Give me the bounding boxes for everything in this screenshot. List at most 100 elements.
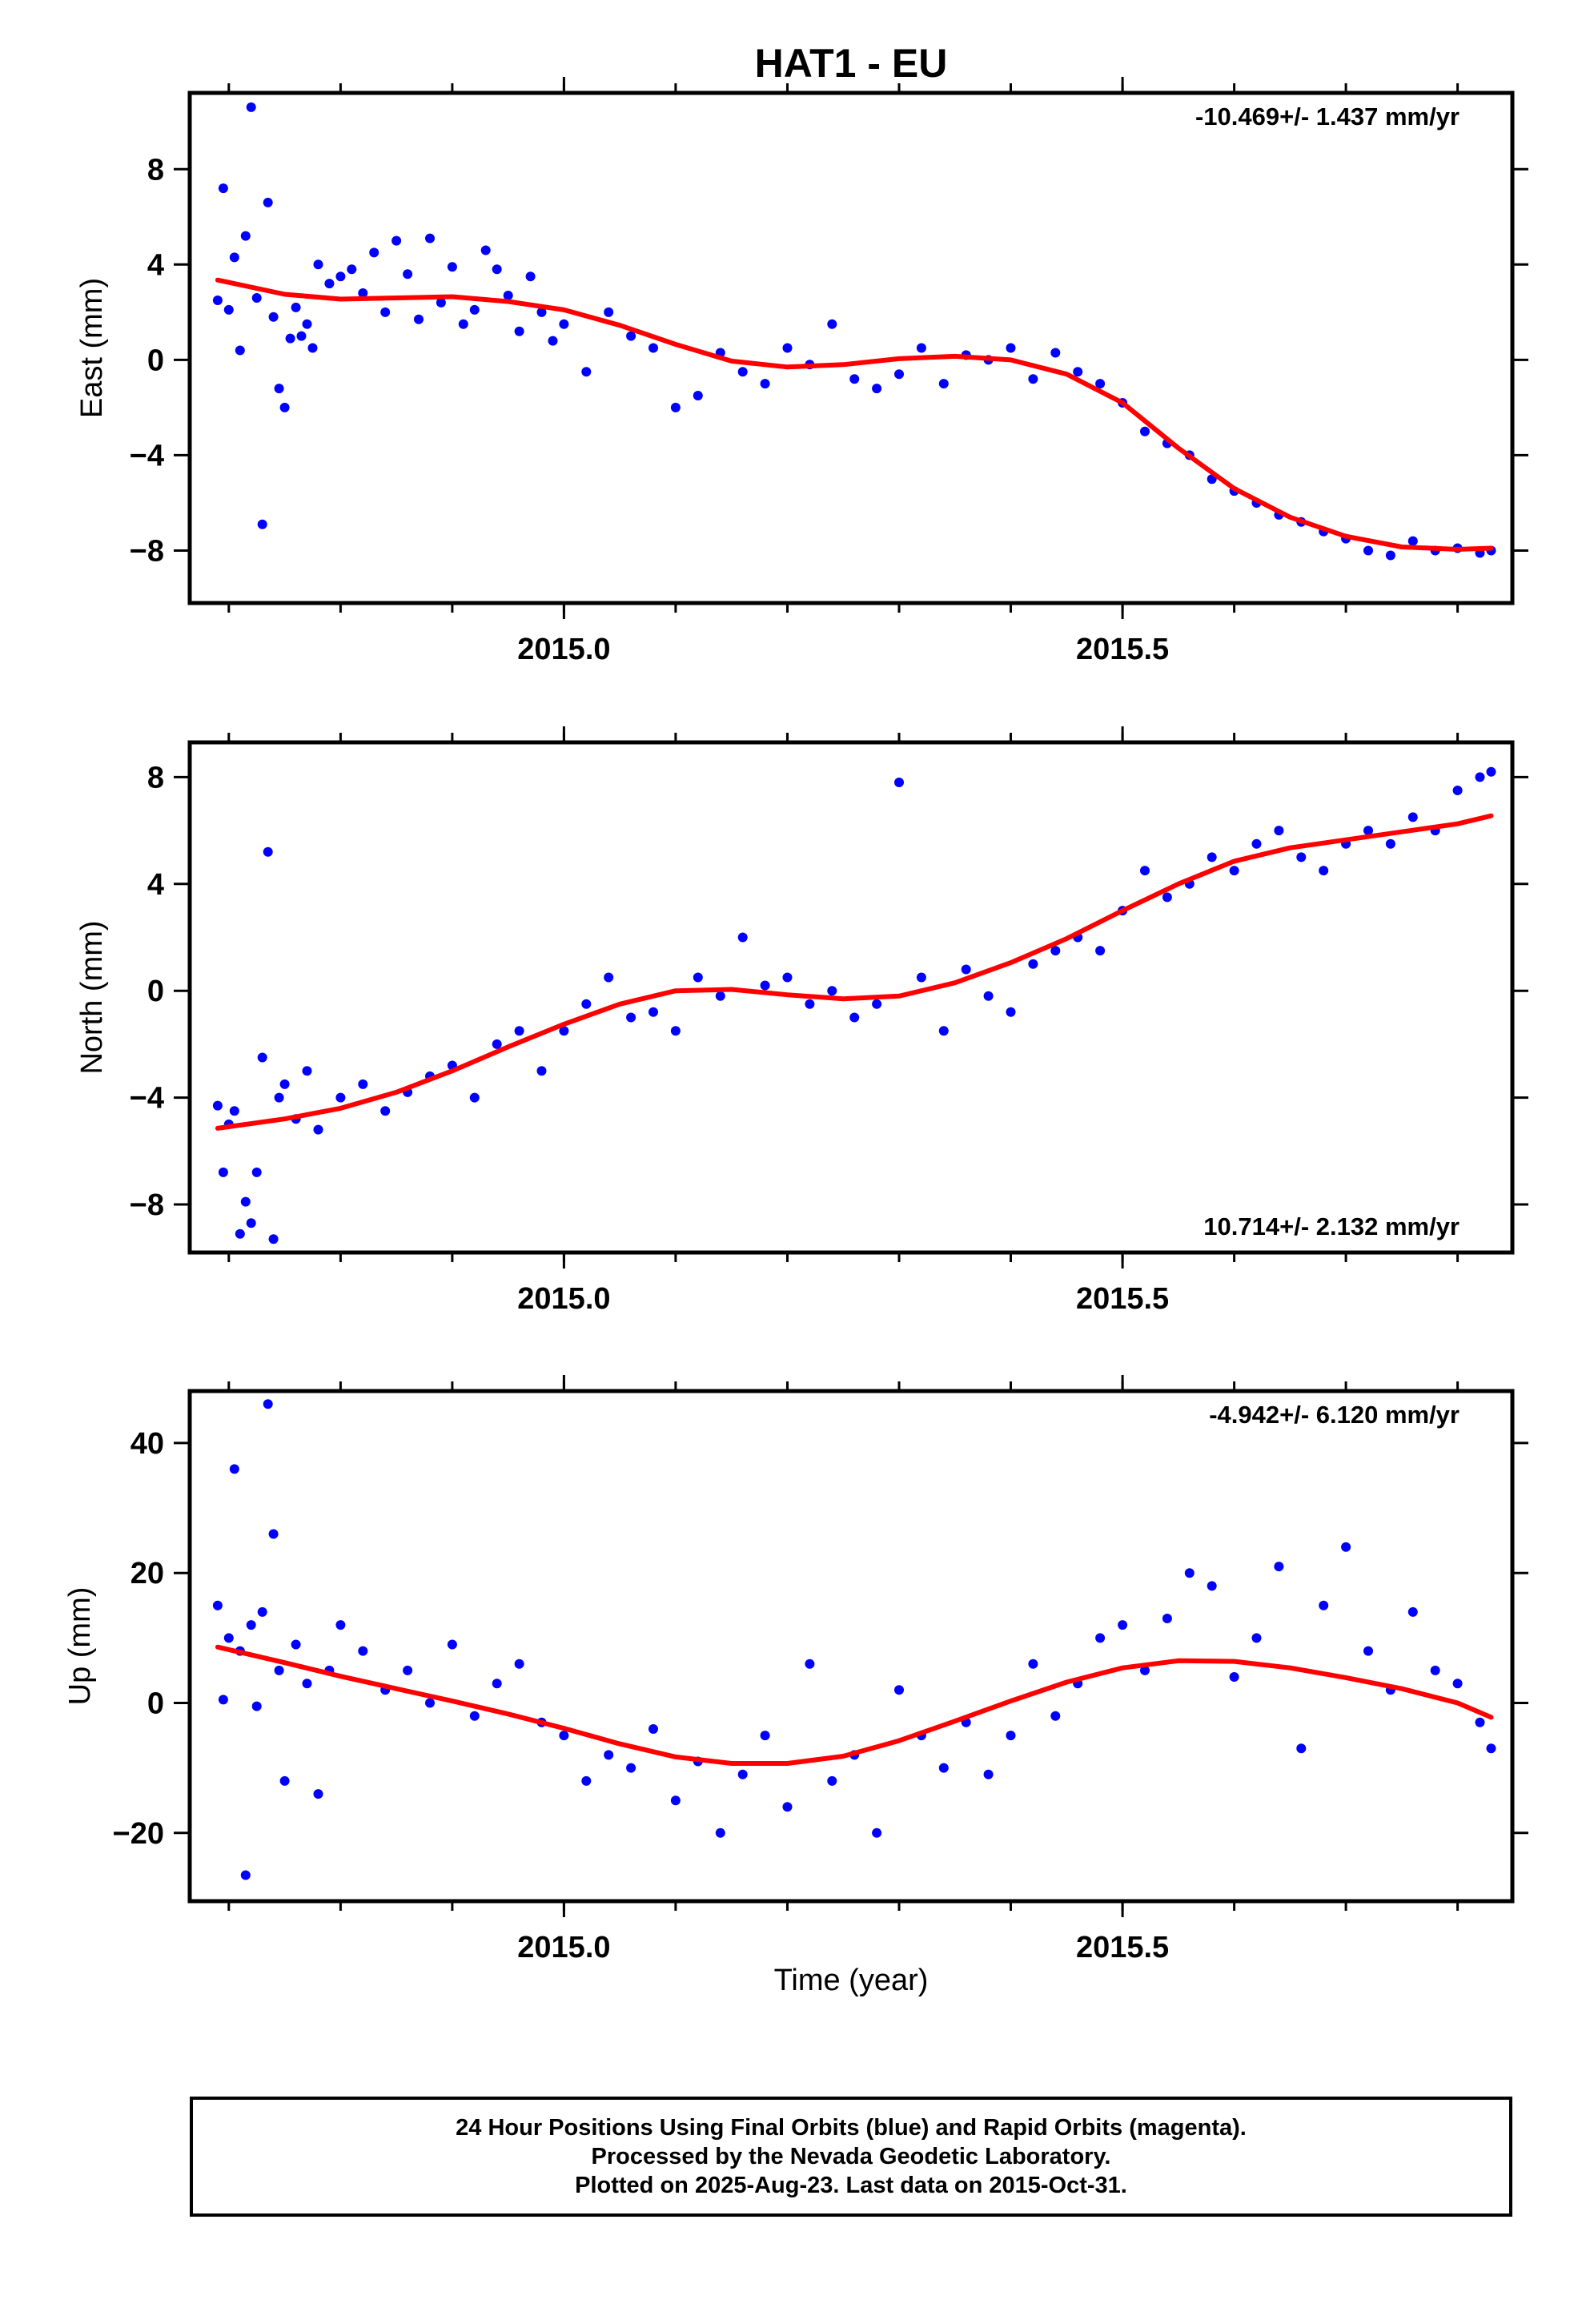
data-point	[447, 1639, 457, 1650]
data-point	[872, 1827, 882, 1838]
y-tick-label: −20	[113, 1817, 164, 1851]
data-point	[525, 271, 536, 282]
data-point	[1073, 367, 1083, 377]
x-axis-label: Time (year)	[774, 1964, 929, 1997]
data-point	[335, 1620, 346, 1630]
data-point	[1319, 866, 1329, 876]
data-point	[737, 367, 748, 377]
data-point	[296, 331, 307, 341]
data-point	[760, 1731, 770, 1741]
data-point	[246, 1218, 256, 1228]
plot-frame	[187, 740, 1515, 1255]
data-point	[514, 326, 524, 336]
data-point	[235, 1228, 245, 1239]
fit-curve	[215, 1644, 1494, 1766]
data-point	[223, 304, 234, 315]
data-point	[263, 197, 273, 207]
data-point	[358, 1079, 368, 1089]
data-point	[581, 367, 592, 377]
data-point	[1028, 374, 1038, 384]
data-point	[425, 1698, 435, 1708]
east-panel: 2015.0 2015.5 −8 −4 0 4 8 East (mm) -10.469+/- 1…	[75, 77, 1528, 666]
plot-frame	[187, 90, 1515, 605]
data-point	[938, 379, 949, 389]
data-point	[391, 235, 402, 246]
data-point	[872, 999, 882, 1009]
data-point	[1407, 536, 1418, 546]
data-point	[1452, 1679, 1463, 1689]
data-point	[1095, 379, 1106, 389]
data-point	[737, 1769, 748, 1779]
data-point	[894, 369, 904, 380]
y-tick-label: −4	[130, 439, 164, 472]
data-point	[604, 972, 614, 983]
data-point	[648, 1724, 658, 1734]
data-point	[1385, 550, 1395, 561]
data-point	[240, 1870, 251, 1880]
data-point	[1486, 766, 1496, 777]
data-point	[235, 345, 245, 356]
data-point	[347, 264, 357, 275]
data-point	[380, 1106, 391, 1116]
data-point	[251, 1167, 262, 1177]
data-point	[229, 252, 239, 263]
y-tick-label: 0	[147, 344, 164, 377]
data-point	[302, 1679, 312, 1689]
data-point	[1050, 1711, 1061, 1721]
x-tick-label: 2015.0	[517, 1931, 610, 1964]
footer-line-1: 24 Hour Positions Using Final Orbits (bl…	[456, 2115, 1247, 2141]
up-panel: 2015.0 2015.5 −20 0 20 40 Up (mm) -4.942+/- 6.1…	[63, 1375, 1528, 1964]
data-point	[760, 379, 770, 389]
data-point	[251, 1701, 262, 1711]
rate-label: 10.714+/- 2.132 mm/yr	[1203, 1212, 1460, 1240]
data-point	[693, 391, 703, 400]
data-point	[559, 319, 569, 329]
data-point	[648, 343, 658, 353]
north-panel: 2015.0 2015.5 −8 −4 0 4 8 North (mm) 10.714+/- 2…	[75, 726, 1528, 1316]
data-point	[212, 1100, 223, 1111]
data-point	[916, 343, 926, 353]
data-point	[274, 1092, 284, 1103]
data-point	[1251, 1633, 1262, 1643]
data-point	[1407, 1606, 1418, 1617]
x-tick-label: 2015.5	[1076, 1282, 1169, 1316]
data-point	[1274, 1562, 1284, 1572]
data-point	[648, 1007, 658, 1017]
data-point	[1140, 1665, 1150, 1675]
data-point	[263, 846, 273, 857]
data-point	[1028, 1659, 1038, 1669]
data-point	[1251, 838, 1262, 849]
data-point	[369, 247, 379, 258]
data-point	[469, 1092, 480, 1103]
x-tick-label: 2015.5	[1076, 633, 1169, 666]
data-point	[983, 991, 994, 1001]
data-point	[268, 1234, 279, 1244]
data-point	[414, 314, 424, 324]
data-point	[469, 304, 480, 315]
data-point	[1207, 1581, 1217, 1591]
data-point	[492, 1039, 502, 1049]
data-point	[285, 333, 295, 344]
y-axis-label: East (mm)	[75, 278, 109, 418]
data-point	[849, 374, 860, 384]
y-tick-label: −4	[130, 1082, 164, 1116]
data-point	[1050, 348, 1061, 358]
data-point	[1140, 866, 1150, 876]
data-point	[324, 279, 335, 289]
data-point	[983, 1769, 994, 1779]
footer-line-2: Processed by the Nevada Geodetic Laborat…	[591, 2144, 1111, 2169]
data-point	[279, 1775, 290, 1786]
y-tick-label: 0	[147, 975, 164, 1008]
data-point	[670, 402, 681, 412]
data-point	[1050, 946, 1061, 956]
data-point	[827, 1775, 837, 1786]
data-point	[274, 384, 284, 394]
data-point	[302, 319, 312, 329]
y-tick-label: 40	[130, 1427, 164, 1461]
data-point	[1475, 1717, 1485, 1727]
data-point	[335, 271, 346, 282]
data-point	[938, 1763, 949, 1773]
x-tick-label: 2015.0	[517, 633, 610, 666]
data-point	[492, 264, 502, 275]
data-point	[313, 1124, 323, 1135]
